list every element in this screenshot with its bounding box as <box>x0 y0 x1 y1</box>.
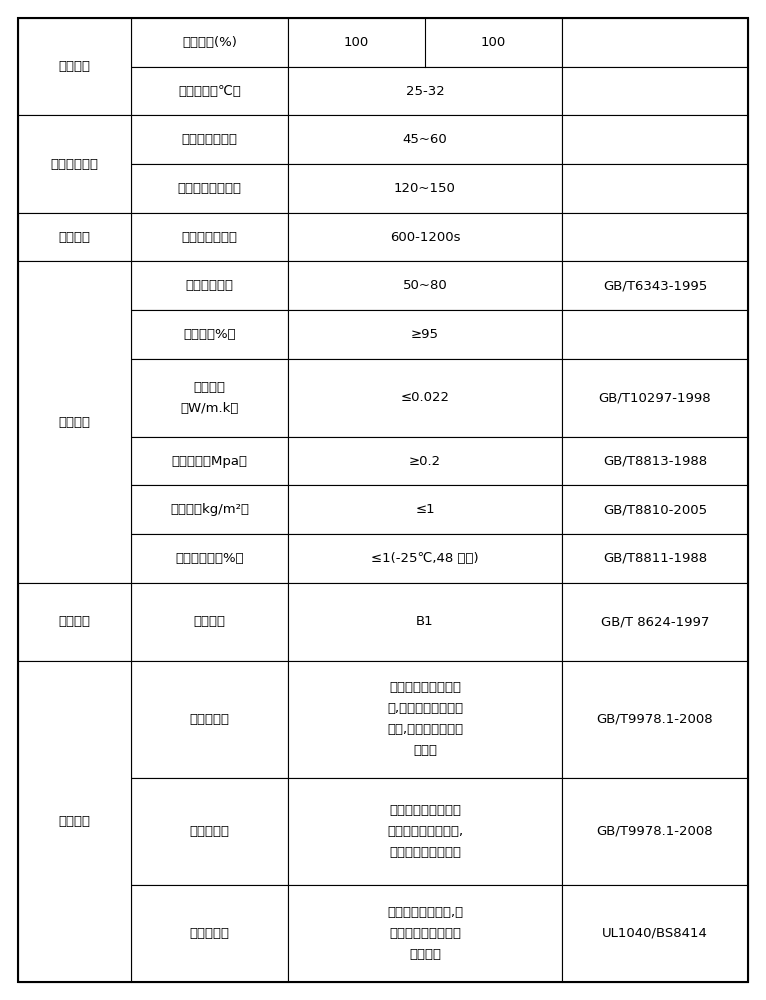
Bar <box>561 778 748 885</box>
Text: 抗火特性: 抗火特性 <box>58 815 90 828</box>
Bar <box>288 534 561 583</box>
Text: 混合比率(%): 混合比率(%) <box>182 36 237 49</box>
Text: B1: B1 <box>416 615 434 628</box>
Text: 不粘手时间（秒）: 不粘手时间（秒） <box>178 182 241 195</box>
Bar <box>561 583 748 661</box>
Text: 阻燃等级: 阻燃等级 <box>194 615 226 628</box>
Bar <box>561 437 748 485</box>
Text: 压缩强度（Mpa）: 压缩强度（Mpa） <box>172 455 247 468</box>
Bar <box>561 534 748 583</box>
Bar <box>561 485 748 534</box>
Bar <box>561 18 748 67</box>
Bar <box>288 778 561 885</box>
Bar <box>561 359 748 437</box>
Bar <box>131 534 288 583</box>
Bar <box>131 885 288 982</box>
Text: 尺寸稳定性（%）: 尺寸稳定性（%） <box>175 552 244 565</box>
Text: 闭孔率（%）: 闭孔率（%） <box>183 328 236 341</box>
Text: ≥95: ≥95 <box>411 328 439 341</box>
Text: UL1040/BS8414: UL1040/BS8414 <box>602 927 708 940</box>
Text: 导热系数
（W/m.k）: 导热系数 （W/m.k） <box>181 381 239 415</box>
Text: GB/T9978.1-2008: GB/T9978.1-2008 <box>597 713 713 726</box>
Bar <box>131 164 288 213</box>
Bar <box>131 778 288 885</box>
Bar <box>131 18 288 67</box>
Bar <box>288 67 561 115</box>
Bar <box>131 437 288 485</box>
Bar <box>131 213 288 261</box>
Bar <box>288 485 561 534</box>
Bar <box>288 18 561 67</box>
Bar <box>18 115 131 213</box>
Text: GB/T8813-1988: GB/T8813-1988 <box>603 455 707 468</box>
Text: 50~80: 50~80 <box>403 279 447 292</box>
Bar <box>288 213 561 261</box>
Text: 45~60: 45~60 <box>403 133 447 146</box>
Bar <box>561 213 748 261</box>
Bar <box>131 261 288 310</box>
Bar <box>288 437 561 485</box>
Text: 原液特性: 原液特性 <box>58 60 90 73</box>
Bar <box>561 115 748 164</box>
Text: 高温膨胀性: 高温膨胀性 <box>190 713 230 726</box>
Text: ≤1(-25℃,48 小时): ≤1(-25℃,48 小时) <box>372 552 479 565</box>
Bar <box>18 18 131 115</box>
Bar <box>288 661 561 778</box>
Text: 吸水率（kg/m²）: 吸水率（kg/m²） <box>170 503 249 516</box>
Bar <box>131 115 288 164</box>
Text: ≥0.2: ≥0.2 <box>409 455 441 468</box>
Text: 固化时间: 固化时间 <box>58 231 90 244</box>
Text: 抗火隔热效果明显,有
效保护基层墙体免受
火热冲击: 抗火隔热效果明显,有 效保护基层墙体免受 火热冲击 <box>387 906 463 961</box>
Text: 成品泡沫容重: 成品泡沫容重 <box>185 279 234 292</box>
Bar <box>561 67 748 115</box>
Text: ≤1: ≤1 <box>415 503 435 516</box>
Text: GB/T10297-1998: GB/T10297-1998 <box>598 391 712 404</box>
Text: 100: 100 <box>481 36 506 49</box>
Text: 120~150: 120~150 <box>394 182 456 195</box>
Bar <box>288 164 561 213</box>
Bar <box>561 164 748 213</box>
Bar <box>18 213 131 261</box>
Text: GB/T8811-1988: GB/T8811-1988 <box>603 552 707 565</box>
Text: 高效隔热性: 高效隔热性 <box>190 927 230 940</box>
Text: 结构稳定性: 结构稳定性 <box>190 825 230 838</box>
Text: 成型温度（℃）: 成型温度（℃） <box>178 85 241 98</box>
Text: 泡沫物性: 泡沫物性 <box>58 416 90 429</box>
Bar <box>288 885 561 982</box>
Bar <box>288 115 561 164</box>
Bar <box>18 583 131 661</box>
Text: 25-32: 25-32 <box>406 85 444 98</box>
Text: GB/T9978.1-2008: GB/T9978.1-2008 <box>597 825 713 838</box>
Bar <box>288 261 561 310</box>
Bar <box>131 310 288 359</box>
Bar <box>561 310 748 359</box>
Bar <box>561 261 748 310</box>
Text: GB/T8810-2005: GB/T8810-2005 <box>603 503 707 516</box>
Text: 耐火特性: 耐火特性 <box>58 615 90 628</box>
Text: 高温下自身结构稳定
不坍塌，不熔融滴垂,
不造成二次火源隐患: 高温下自身结构稳定 不坍塌，不熔融滴垂, 不造成二次火源隐患 <box>387 804 463 859</box>
Text: 100: 100 <box>344 36 369 49</box>
Text: 起发时间（秒）: 起发时间（秒） <box>182 133 237 146</box>
Bar <box>18 261 131 583</box>
Text: ≤0.022: ≤0.022 <box>401 391 450 404</box>
Bar <box>131 485 288 534</box>
Text: GB/T6343-1995: GB/T6343-1995 <box>603 279 707 292</box>
Bar <box>131 583 288 661</box>
Text: GB/T 8624-1997: GB/T 8624-1997 <box>601 615 709 628</box>
Bar <box>131 67 288 115</box>
Text: 固化时间（秒）: 固化时间（秒） <box>182 231 237 244</box>
Bar <box>18 661 131 982</box>
Bar <box>131 661 288 778</box>
Text: 600-1200s: 600-1200s <box>390 231 460 244</box>
Bar <box>131 359 288 437</box>
Text: 自由发泡参数: 自由发泡参数 <box>51 158 99 171</box>
Bar <box>288 310 561 359</box>
Bar <box>288 583 561 661</box>
Bar <box>561 885 748 982</box>
Bar <box>288 359 561 437</box>
Text: 材料遇火迅速膨胀数
倍,生成坚实微孔耐火
结构,有效阻止火焰蔓
延串烧: 材料遇火迅速膨胀数 倍,生成坚实微孔耐火 结构,有效阻止火焰蔓 延串烧 <box>387 681 463 757</box>
Bar <box>561 661 748 778</box>
